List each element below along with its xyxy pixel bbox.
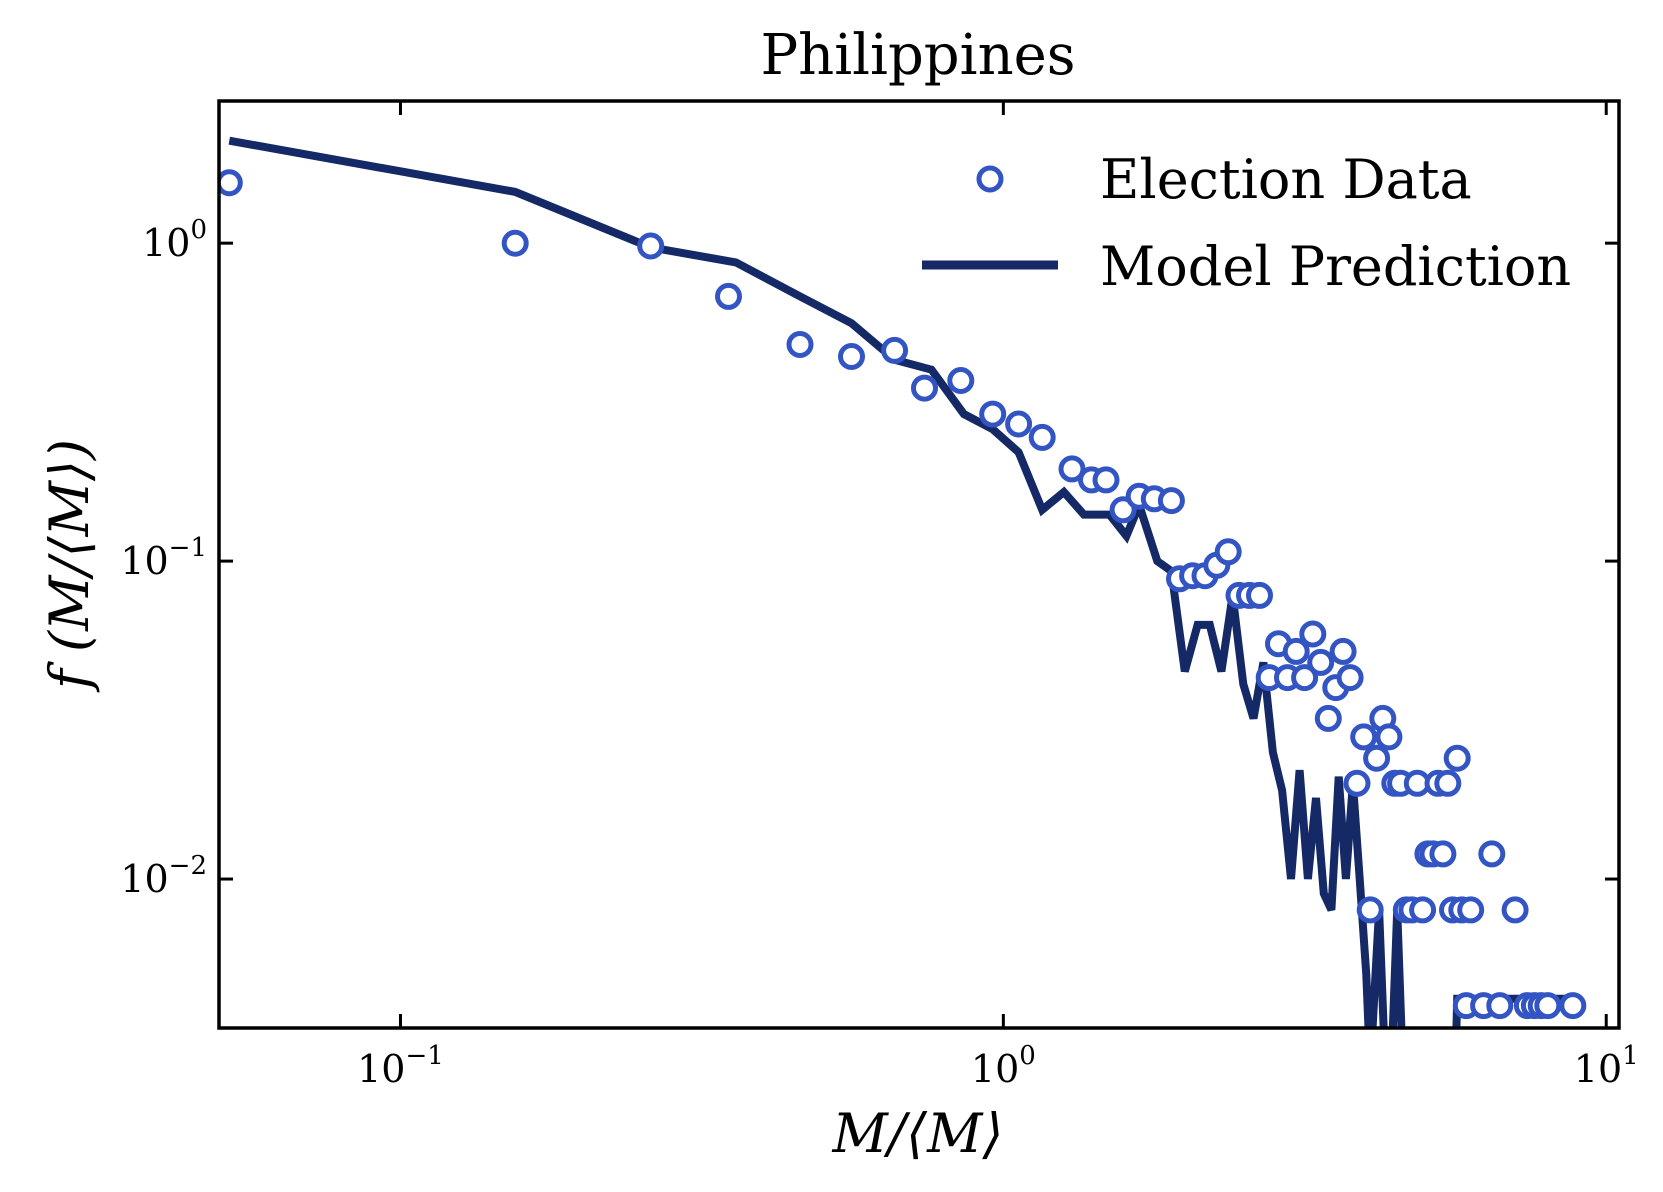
data-point-election-data [1314,704,1342,732]
data-point-election-data [979,400,1007,428]
data-point-election-data [501,229,529,257]
data-point-election-data [911,374,938,402]
data-point-election-data [1478,840,1506,868]
data-point-election-data [1443,744,1471,772]
data-point-election-data [881,336,909,364]
data-point-election-data [1501,896,1529,924]
data-point-election-data [1343,769,1371,797]
data-point-election-data [1307,648,1335,676]
y-tick-label: 10−2 [120,851,207,901]
data-point-election-data [1246,581,1273,609]
data-point-election-data [1356,896,1384,924]
data-point-election-data [219,169,243,197]
data-point-election-data [1434,769,1462,797]
data-point-election-data [1375,723,1403,751]
data-point-election-data [1486,992,1514,1020]
data-point-election-data [1409,896,1437,924]
data-point-election-data [1350,723,1378,751]
legend: Election Data Model Prediction [922,148,1571,298]
data-point-election-data [1429,840,1457,868]
ticks-layer: 10−1 100 101 10−2 10−1 100 [120,101,1639,1091]
legend-label-model-prediction: Model Prediction [1100,235,1571,298]
x-axis-label: M/⟨M⟩ [832,1102,1004,1165]
data-point-election-data [1282,637,1310,665]
data-point-election-data [1559,992,1587,1020]
data-point-election-data [838,343,865,370]
data-point-election-data [947,367,975,394]
data-point-election-data [786,331,814,358]
data-point-election-data [1058,455,1086,483]
data-point-election-data [1363,744,1391,772]
x-tick-label: 101 [1574,1041,1639,1091]
data-point-election-data [1214,538,1242,566]
data-point-election-data [1534,992,1562,1020]
x-tick-label: 10−1 [357,1041,444,1091]
data-layer [219,136,1587,1028]
y-tick-label: 100 [142,215,207,265]
data-point-election-data [1157,487,1185,515]
data-point-election-data [1092,466,1120,494]
series-line-model-prediction [228,136,1579,1028]
data-point-election-data [1028,423,1056,451]
legend-marker-election-data [976,165,1004,193]
data-point-election-data [1329,637,1357,665]
chart-title: Philippines [760,23,1075,88]
y-axis-label: f (M/⟨M⟩) [38,439,101,693]
data-point-election-data [1336,664,1364,692]
data-point-election-data [1299,620,1327,648]
data-point-election-data [637,232,665,260]
data-point-election-data [1005,410,1033,438]
data-point-election-data [1457,896,1485,924]
plot-frame [217,99,1621,1030]
y-tick-label: 10−1 [120,533,207,583]
data-point-election-data [1291,664,1319,692]
legend-label-election-data: Election Data [1100,148,1472,211]
data-point-election-data [715,282,742,310]
x-tick-label: 100 [971,1041,1036,1091]
